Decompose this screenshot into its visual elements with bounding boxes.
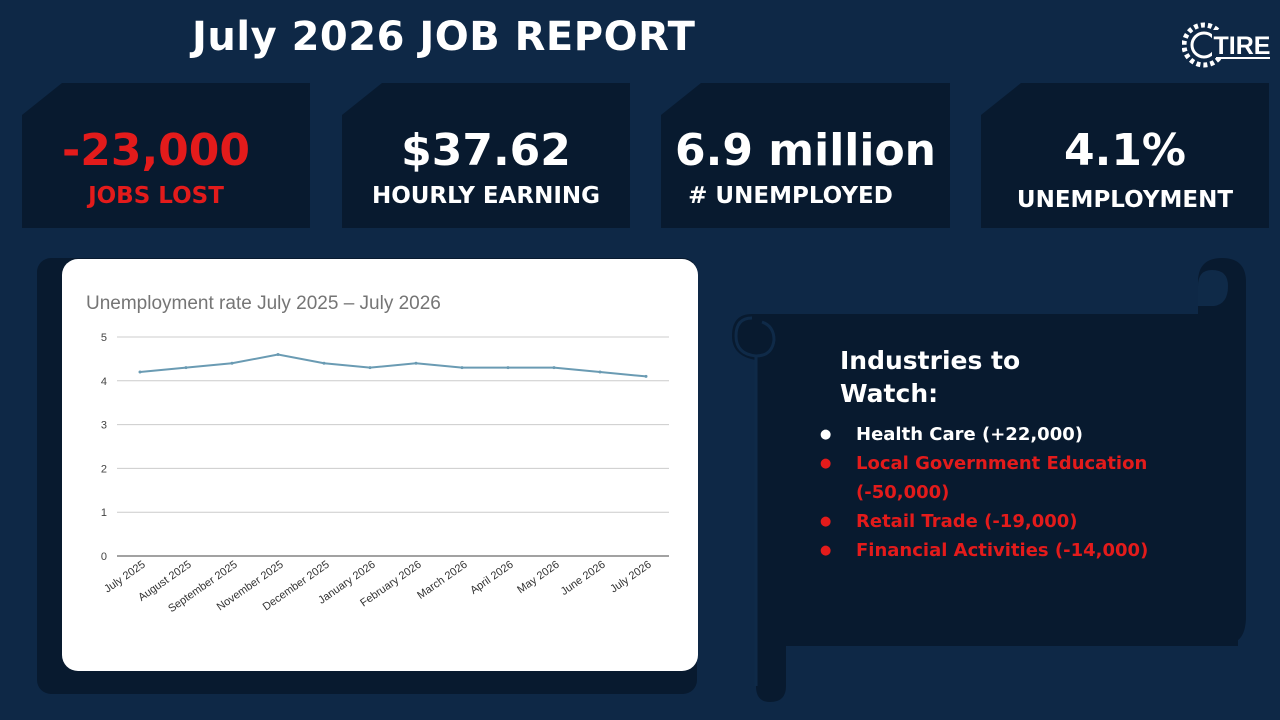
stat-value-rate: 4.1%	[1063, 125, 1187, 176]
x-tick-label: March 2026	[415, 559, 469, 602]
data-point	[414, 361, 418, 365]
x-tick-label: May 2026	[515, 559, 561, 597]
industry-item-health-care: Health Care (+22,000)	[818, 420, 1198, 449]
stat-label-unemployed: # UNEMPLOYED	[688, 183, 893, 209]
y-tick-label: 5	[101, 332, 107, 344]
data-point	[460, 366, 464, 370]
data-point	[368, 366, 372, 370]
industry-item-local-government-education: Local Government Education (-50,000)	[818, 449, 1198, 507]
logo-text: TIRE	[1214, 32, 1271, 60]
data-point	[138, 370, 142, 374]
series-line	[139, 353, 647, 378]
x-tick-label: April 2026	[468, 559, 515, 597]
y-tick-label: 2	[101, 463, 107, 475]
y-tick-label: 0	[101, 551, 107, 563]
industry-item-financial-activities: Financial Activities (-14,000)	[818, 536, 1198, 565]
page-title: July 2026 JOB REPORT	[192, 14, 696, 60]
stat-label-rate: UNEMPLOYMENT	[1016, 187, 1234, 213]
stat-label-jobs: JOBS LOST	[88, 183, 224, 209]
stat-card-unemployed: 6.9 million # UNEMPLOYED	[661, 83, 950, 228]
data-point	[598, 370, 602, 374]
stat-label-earnings: HOURLY EARNING	[371, 183, 601, 209]
stat-value-earnings: $37.62	[401, 125, 571, 176]
industries-heading: Industries to Watch:	[840, 344, 1020, 410]
x-tick-label: July 2026	[608, 559, 653, 596]
y-tick-label: 4	[101, 376, 107, 388]
industries-list: Health Care (+22,000) Local Government E…	[818, 420, 1198, 565]
chart-title: Unemployment rate July 2025 – July 2026	[86, 293, 441, 314]
stat-value-jobs: -23,000	[61, 125, 251, 176]
x-tick-label: June 2026	[559, 559, 608, 598]
data-point	[230, 361, 234, 365]
chart-card: Unemployment rate July 2025 – July 2026 …	[62, 259, 698, 671]
data-point	[184, 366, 188, 370]
industry-item-retail-trade: Retail Trade (-19,000)	[818, 507, 1198, 536]
data-point	[276, 353, 280, 357]
industries-heading-line2: Watch:	[840, 379, 939, 408]
data-point	[552, 366, 556, 370]
y-tick-label: 3	[101, 420, 107, 432]
stat-card-earnings: $37.62 HOURLY EARNING	[342, 83, 630, 228]
industries-heading-line1: Industries to	[840, 346, 1021, 375]
stat-value-unemployed: 6.9 million	[675, 125, 936, 176]
stat-card-rate: 4.1% UNEMPLOYMENT	[981, 83, 1269, 228]
data-point	[506, 366, 510, 370]
y-tick-label: 1	[101, 507, 107, 519]
data-point	[644, 374, 648, 378]
stat-card-jobs: -23,000 JOBS LOST	[22, 83, 310, 228]
data-point	[322, 361, 326, 365]
company-logo: TIRE	[1182, 22, 1271, 68]
